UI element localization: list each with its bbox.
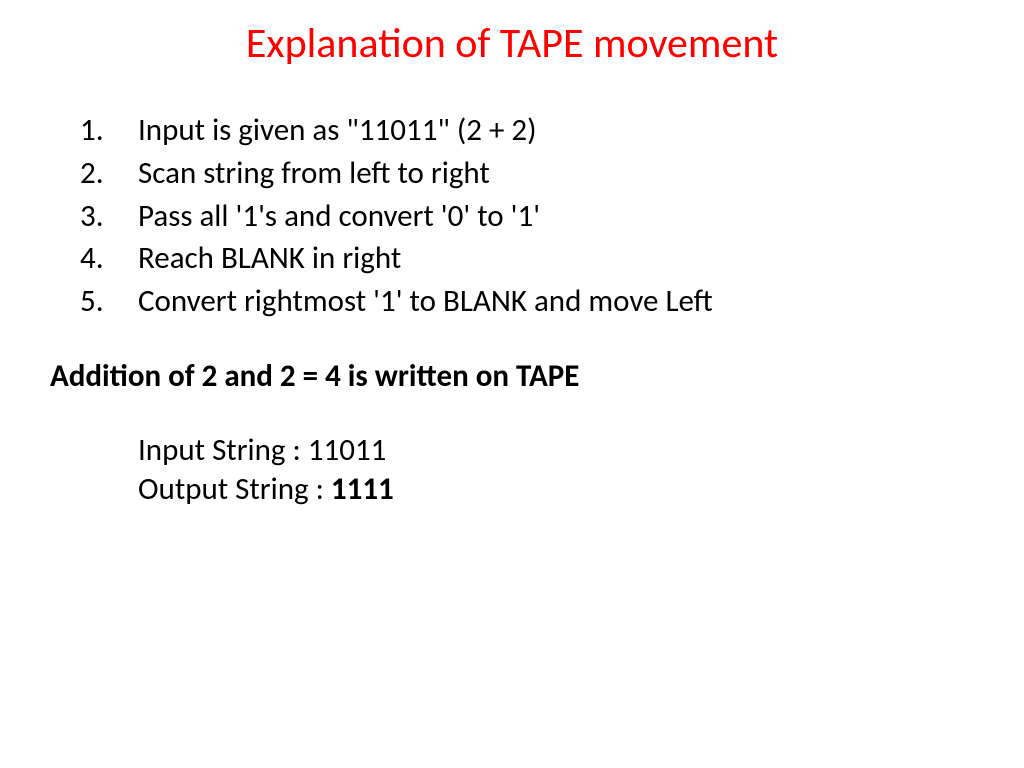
input-value: 11011 — [308, 431, 387, 469]
steps-list: Input is given as "11011" (2 + 2) Scan s… — [50, 111, 974, 321]
input-label: Input String : — [138, 431, 308, 469]
output-value: 1111 — [331, 470, 394, 508]
output-line: Output String : 1111 — [50, 470, 974, 509]
slide-title: Explanation of TAPE movement — [50, 18, 974, 69]
output-label: Output String : — [138, 470, 331, 508]
result-statement: Addition of 2 and 2 = 4 is written on TA… — [50, 357, 974, 395]
list-item: Input is given as "11011" (2 + 2) — [50, 111, 974, 150]
list-item: Reach BLANK in right — [50, 239, 974, 278]
input-line: Input String : 11011 — [50, 431, 974, 470]
list-item: Convert rightmost '1' to BLANK and move … — [50, 282, 974, 321]
list-item: Scan string from left to right — [50, 154, 974, 193]
list-item: Pass all '1's and convert '0' to '1' — [50, 197, 974, 236]
